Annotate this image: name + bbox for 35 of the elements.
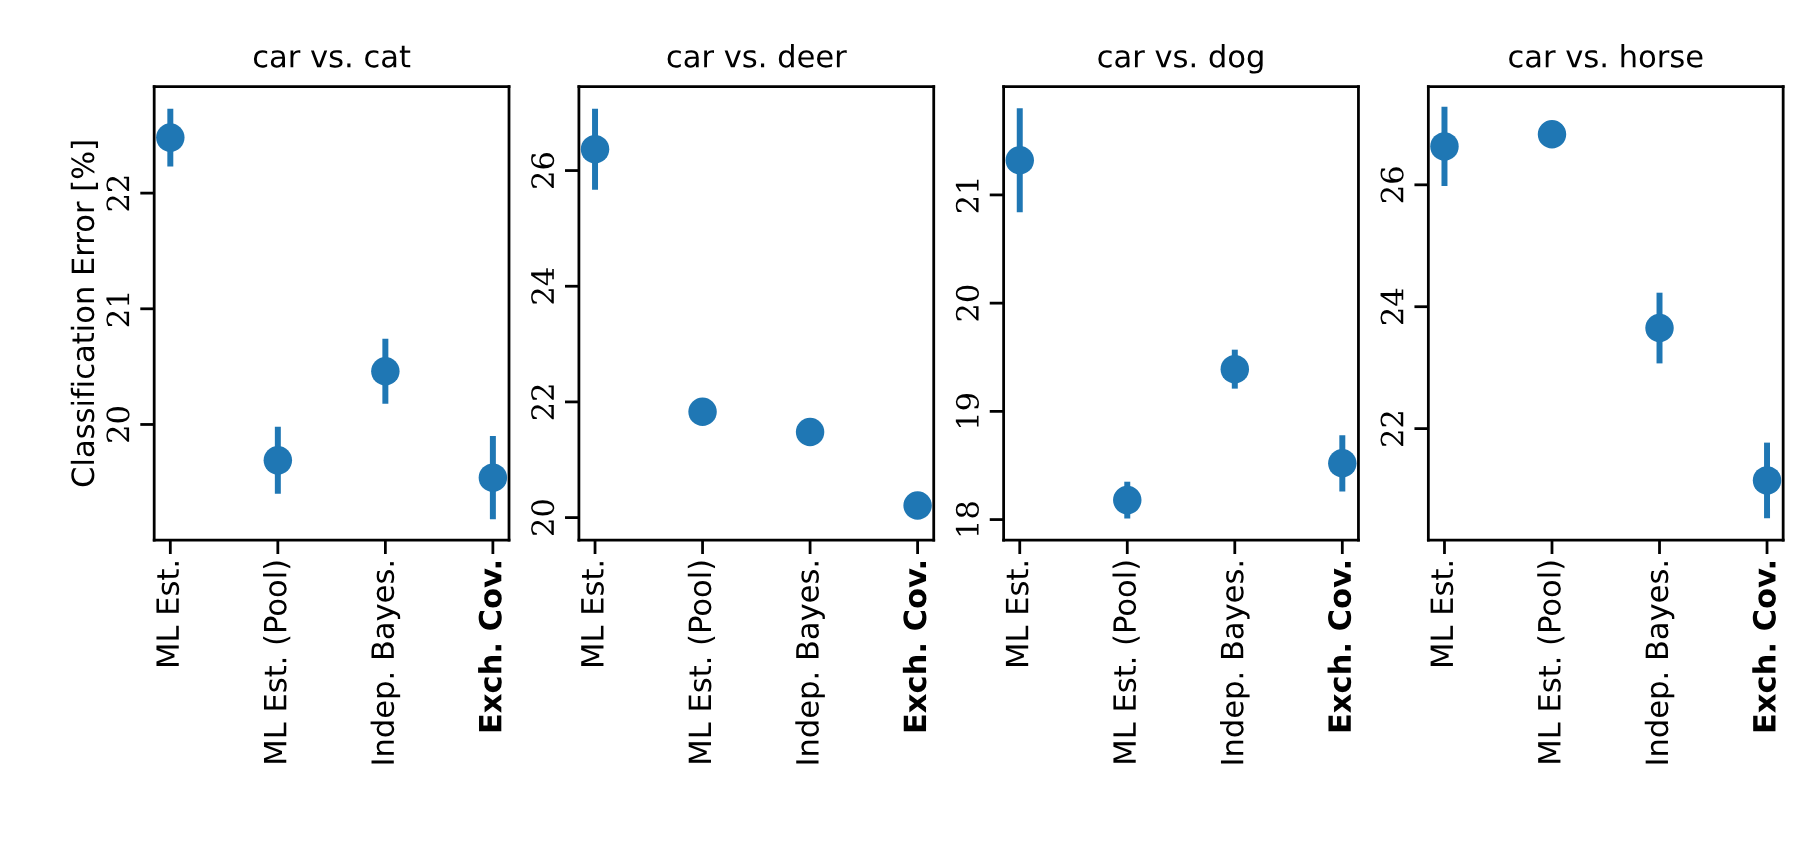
x-tick-label: Exch. Cov.: [1752, 562, 1776, 732]
y-tick-label: 26: [531, 153, 555, 188]
x-tick-label: ML Est.: [1430, 562, 1454, 666]
x-tick-label: Indep. Bayes.: [1220, 562, 1250, 764]
x-tick-label: ML Est.: [1005, 562, 1029, 666]
y-tick-label: 21: [106, 293, 130, 327]
x-tick-label: ML Est. (Pool): [1537, 561, 1565, 763]
y-tick-label: 19: [955, 393, 979, 428]
x-tick-label: ML Est. (Pool): [687, 561, 716, 763]
y-tick-label: 26: [1380, 167, 1404, 203]
x-tick-label: Indep. Bayes.: [370, 562, 401, 764]
y-tick-label: 24: [1380, 288, 1404, 325]
chart-title: car vs. deer: [667, 44, 847, 68]
chart-title: car vs. dog: [1098, 44, 1263, 74]
y-tick-label: 20: [106, 407, 130, 442]
x-tick-label: ML Est.: [156, 562, 180, 666]
y-tick-label: 22: [1380, 412, 1404, 446]
y-tick-label: 22: [106, 176, 130, 211]
x-tick-label: Exch. Cov.: [478, 562, 502, 732]
x-tick-label: ML Est. (Pool): [263, 561, 291, 763]
x-tick-label: Exch. Cov.: [902, 562, 927, 732]
x-tick-label: ML Est.: [581, 562, 604, 666]
y-tick-label: 21: [955, 179, 979, 213]
x-tick-label: Indep. Bayes.: [1644, 562, 1675, 764]
chart-title: car vs. cat: [253, 45, 411, 68]
y-tick-label: 20: [531, 500, 555, 535]
chart-title: car vs. horse: [1509, 44, 1703, 68]
y-tick-label: 18: [955, 502, 979, 536]
y-tick-label: 24: [531, 268, 554, 304]
x-tick-label: Indep. Bayes.: [795, 562, 825, 764]
y-tick-label: 22: [531, 385, 554, 420]
x-tick-label: ML Est. (Pool): [1112, 561, 1140, 763]
y-axis-title: Classification Error [%]: [70, 141, 98, 487]
y-tick-label: 20: [955, 285, 979, 321]
x-tick-label: Exch. Cov.: [1327, 562, 1352, 732]
